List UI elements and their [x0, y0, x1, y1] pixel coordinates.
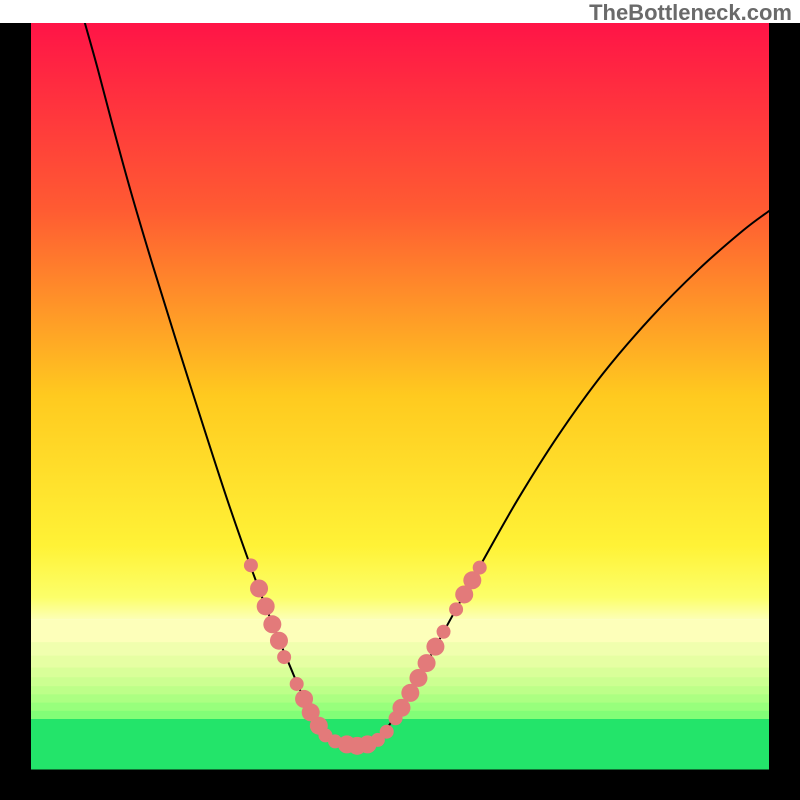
gradient-band	[31, 620, 769, 643]
data-point	[244, 558, 258, 572]
frame-right	[769, 23, 800, 800]
gradient-band	[31, 668, 769, 678]
gradient-band	[31, 677, 769, 686]
data-point	[250, 579, 268, 597]
data-point	[257, 597, 275, 615]
data-point	[437, 625, 451, 639]
gradient-band	[31, 642, 769, 656]
gradient-band	[31, 686, 769, 695]
data-point	[263, 615, 281, 633]
data-point	[290, 677, 304, 691]
gradient-band	[31, 656, 769, 668]
data-point	[270, 632, 288, 650]
data-point	[418, 654, 436, 672]
gradient-main	[31, 23, 769, 620]
bottleneck-chart	[0, 0, 800, 800]
data-point	[449, 602, 463, 616]
watermark-text: TheBottleneck.com	[589, 0, 792, 26]
data-point	[426, 638, 444, 656]
gradient-band	[31, 719, 769, 769]
data-point	[473, 561, 487, 575]
frame-bottom	[0, 769, 800, 800]
data-point	[380, 725, 394, 739]
frame-left	[0, 23, 31, 800]
data-point	[277, 650, 291, 664]
